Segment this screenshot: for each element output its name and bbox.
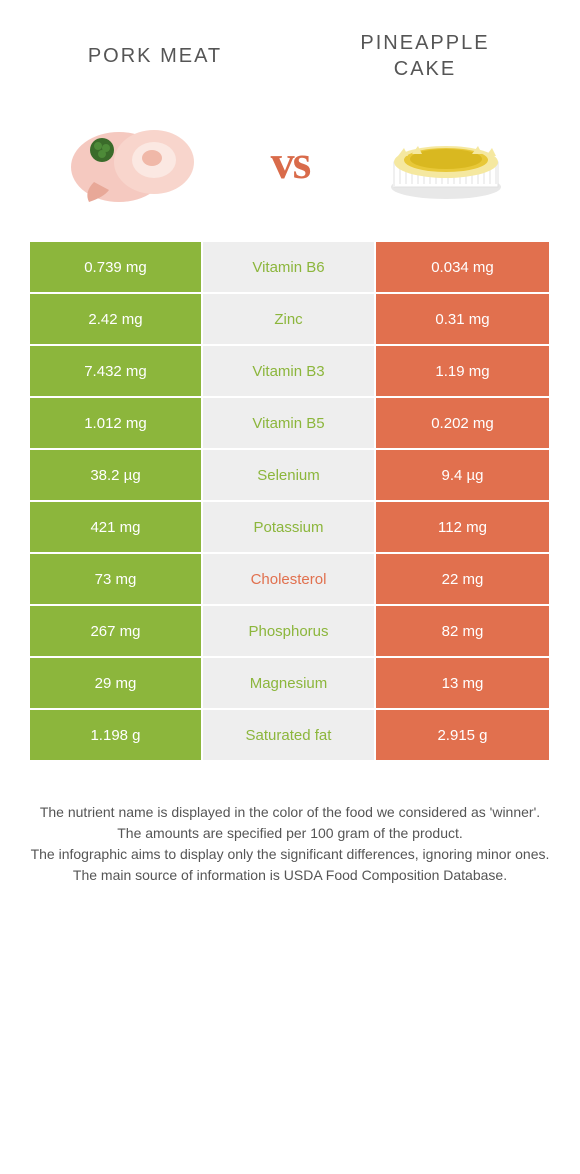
right-value-cell: 13 mg xyxy=(376,658,549,710)
right-value-cell: 9.4 µg xyxy=(376,450,549,502)
left-value-cell: 38.2 µg xyxy=(30,450,203,502)
table-row: 0.739 mgVitamin B60.034 mg xyxy=(30,242,550,294)
right-value-cell: 112 mg xyxy=(376,502,549,554)
nutrient-name-cell: Vitamin B3 xyxy=(203,346,376,398)
table-row: 2.42 mgZinc0.31 mg xyxy=(30,294,550,346)
right-food-title: Pineapplecake xyxy=(290,30,560,82)
right-value-cell: 22 mg xyxy=(376,554,549,606)
pineapple-cake-image xyxy=(376,112,516,212)
caption-line: The nutrient name is displayed in the co… xyxy=(30,802,550,823)
right-value-cell: 2.915 g xyxy=(376,710,549,762)
table-row: 1.012 mgVitamin B50.202 mg xyxy=(30,398,550,450)
table-row: 1.198 gSaturated fat2.915 g xyxy=(30,710,550,762)
right-value-cell: 0.31 mg xyxy=(376,294,549,346)
right-value-cell: 0.034 mg xyxy=(376,242,549,294)
table-row: 29 mgMagnesium13 mg xyxy=(30,658,550,710)
left-value-cell: 0.739 mg xyxy=(30,242,203,294)
nutrient-name-cell: Potassium xyxy=(203,502,376,554)
nutrient-name-cell: Saturated fat xyxy=(203,710,376,762)
caption-line: The amounts are specified per 100 gram o… xyxy=(30,823,550,844)
left-value-cell: 73 mg xyxy=(30,554,203,606)
nutrient-name-cell: Selenium xyxy=(203,450,376,502)
caption-line: The infographic aims to display only the… xyxy=(30,844,550,865)
nutrient-name-cell: Vitamin B5 xyxy=(203,398,376,450)
table-row: 73 mgCholesterol22 mg xyxy=(30,554,550,606)
table-row: 7.432 mgVitamin B31.19 mg xyxy=(30,346,550,398)
right-value-cell: 1.19 mg xyxy=(376,346,549,398)
caption: The nutrient name is displayed in the co… xyxy=(30,802,550,886)
left-value-cell: 7.432 mg xyxy=(30,346,203,398)
header: Pork meat Pineapplecake xyxy=(0,0,580,102)
left-value-cell: 421 mg xyxy=(30,502,203,554)
right-value-cell: 0.202 mg xyxy=(376,398,549,450)
vs-label: vs xyxy=(271,135,310,190)
nutrient-name-cell: Zinc xyxy=(203,294,376,346)
left-value-cell: 2.42 mg xyxy=(30,294,203,346)
right-value-cell: 82 mg xyxy=(376,606,549,658)
nutrient-name-cell: Cholesterol xyxy=(203,554,376,606)
nutrient-name-cell: Vitamin B6 xyxy=(203,242,376,294)
nutrition-table: 0.739 mgVitamin B60.034 mg2.42 mgZinc0.3… xyxy=(30,242,550,762)
left-value-cell: 267 mg xyxy=(30,606,203,658)
images-row: vs xyxy=(0,102,580,242)
table-row: 421 mgPotassium112 mg xyxy=(30,502,550,554)
left-value-cell: 29 mg xyxy=(30,658,203,710)
nutrient-name-cell: Phosphorus xyxy=(203,606,376,658)
table-row: 267 mgPhosphorus82 mg xyxy=(30,606,550,658)
caption-line: The main source of information is USDA F… xyxy=(30,865,550,886)
left-value-cell: 1.198 g xyxy=(30,710,203,762)
left-value-cell: 1.012 mg xyxy=(30,398,203,450)
left-food-title: Pork meat xyxy=(20,45,290,68)
pork-meat-image xyxy=(64,112,204,212)
nutrient-name-cell: Magnesium xyxy=(203,658,376,710)
table-row: 38.2 µgSelenium9.4 µg xyxy=(30,450,550,502)
